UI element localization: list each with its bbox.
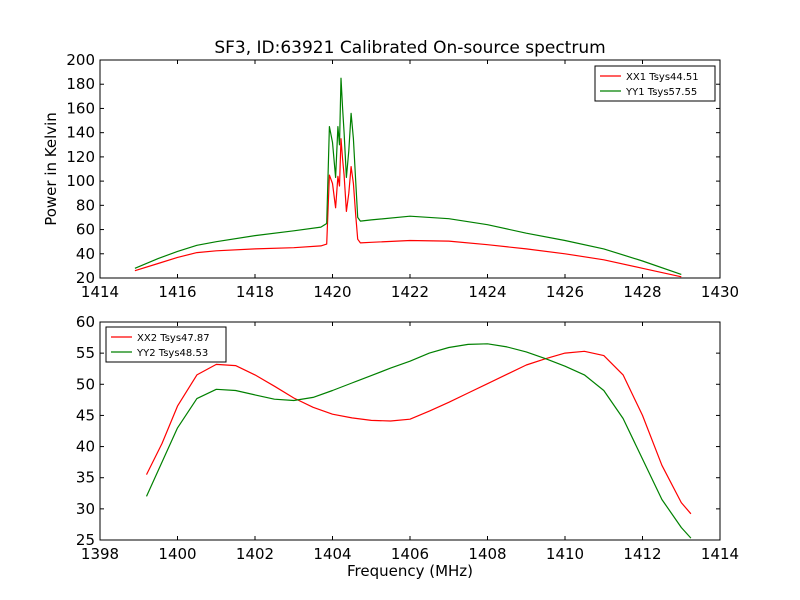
y-tick-label-top: 40 xyxy=(76,245,95,263)
x-tick-label-top: 1418 xyxy=(236,283,274,301)
x-tick-label-top: 1422 xyxy=(391,283,429,301)
x-tick-label-bottom: 1412 xyxy=(623,545,661,563)
x-tick-label-top: 1420 xyxy=(313,283,351,301)
chart-top: 1414 1416 1418 1420 1422 1424 1426 1428 1430 20 40… xyxy=(42,51,739,301)
y-tick-label-top: 20 xyxy=(76,269,95,287)
y-axis-label-top: Power in Kelvin xyxy=(42,112,60,226)
series-line-bottom-1 xyxy=(145,343,692,539)
x-tick-label-bottom: 1398 xyxy=(81,545,119,563)
legend-label-top-0: XX1 Tsys44.51 xyxy=(626,72,699,83)
x-tick-label-bottom: 1400 xyxy=(158,545,196,563)
y-tick-label-top: 140 xyxy=(66,124,95,142)
y-tick-label-bottom: 35 xyxy=(76,469,95,487)
y-tick-label-top: 180 xyxy=(66,75,95,93)
y-tick-label-bottom: 45 xyxy=(76,406,95,424)
x-tick-label-bottom: 1406 xyxy=(391,545,429,563)
legend-label-bottom-1: YY2 Tsys48.53 xyxy=(136,348,208,359)
figure-title: SF3, ID:63921 Calibrated On-source spect… xyxy=(214,38,605,58)
x-tick-label-top: 1428 xyxy=(623,283,661,301)
x-axis-label-bottom: Frequency (MHz) xyxy=(347,562,473,580)
y-tick-label-bottom: 40 xyxy=(76,438,95,456)
y-tick-label-top: 60 xyxy=(76,221,95,239)
chart-bottom: 1398 1400 1402 1404 1406 1408 1410 1412 1414 25 30… xyxy=(76,313,739,580)
y-tick-label-bottom: 55 xyxy=(76,344,95,362)
y-tick-label-top: 200 xyxy=(66,51,95,69)
x-tick-label-top: 1424 xyxy=(468,283,506,301)
series-line-bottom-0 xyxy=(145,350,692,515)
x-tick-label-bottom: 1414 xyxy=(701,545,739,563)
x-tick-label-top: 1414 xyxy=(81,283,119,301)
legend-box-bottom xyxy=(105,326,227,363)
legend-box-top xyxy=(594,65,716,102)
y-tick-label-bottom: 30 xyxy=(76,500,95,518)
series-line-top-0 xyxy=(134,138,682,278)
legend-label-top-1: YY1 Tsys57.55 xyxy=(625,87,697,98)
x-tick-label-bottom: 1404 xyxy=(313,545,351,563)
x-tick-label-bottom: 1408 xyxy=(468,545,506,563)
y-tick-label-bottom: 25 xyxy=(76,531,95,549)
x-tick-label-bottom: 1402 xyxy=(236,545,274,563)
y-tick-label-top: 160 xyxy=(66,99,95,117)
x-tick-label-top: 1416 xyxy=(158,283,196,301)
x-tick-label-top: 1426 xyxy=(546,283,584,301)
legend-label-bottom-0: XX2 Tsys47.87 xyxy=(137,333,210,344)
y-tick-label-bottom: 60 xyxy=(76,313,95,331)
y-tick-label-top: 80 xyxy=(76,196,95,214)
x-tick-label-bottom: 1410 xyxy=(546,545,584,563)
y-tick-label-top: 100 xyxy=(66,172,95,190)
x-tick-label-top: 1430 xyxy=(701,283,739,301)
y-tick-label-top: 120 xyxy=(66,148,95,166)
y-tick-label-bottom: 50 xyxy=(76,375,95,393)
series-line-top-1 xyxy=(134,77,682,275)
